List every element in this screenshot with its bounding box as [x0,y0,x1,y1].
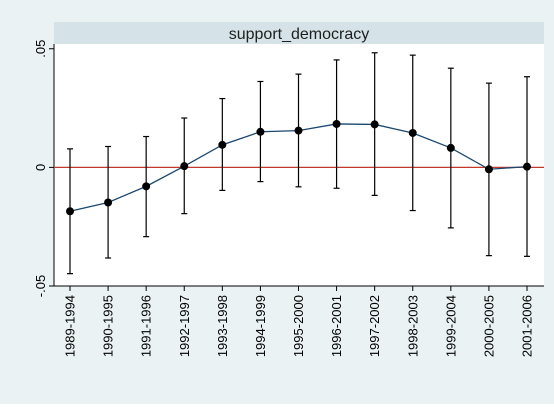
title-band [54,22,544,44]
x-tick-label: 1989-1994 [63,295,78,357]
x-tick-label: 1991-1996 [139,295,154,357]
data-point [523,162,531,171]
chart-title: support_democracy [229,26,370,43]
x-tick-label: 1994-1999 [253,295,268,357]
x-tick-label: 1999-2004 [443,295,458,357]
data-point [446,143,455,152]
data-points [66,119,531,216]
data-point [256,127,265,136]
data-point [104,198,113,207]
y-tick-label: -.05 [33,275,48,297]
data-point [332,119,341,128]
x-axis-ticks: 1989-1994 1990-1995 1991-1996 1992-1997 1993… [63,286,535,357]
x-tick-label: 1998-2003 [405,295,420,357]
y-tick-label: 0 [33,164,48,171]
x-tick-label: 1992-1997 [177,295,192,357]
data-point [218,140,227,149]
x-tick-label: 1993-1998 [215,295,230,357]
data-point [370,120,379,129]
x-tick-label: 1996-2001 [329,295,344,357]
x-tick-label: 2001-2006 [520,295,535,357]
data-point [66,207,74,216]
x-tick-label: 1997-2002 [367,295,382,357]
data-point [484,165,493,174]
data-point [180,162,189,171]
y-axis-ticks: -.05 0 .05 [33,40,54,297]
data-point [142,182,151,191]
error-bars [67,52,530,275]
x-tick-label: 1990-1995 [101,295,116,357]
x-tick-label: 2000-2005 [481,295,496,357]
data-point [408,128,417,137]
data-point [294,126,303,135]
y-tick-label: .05 [33,40,48,58]
x-tick-label: 1995-2000 [291,295,306,357]
